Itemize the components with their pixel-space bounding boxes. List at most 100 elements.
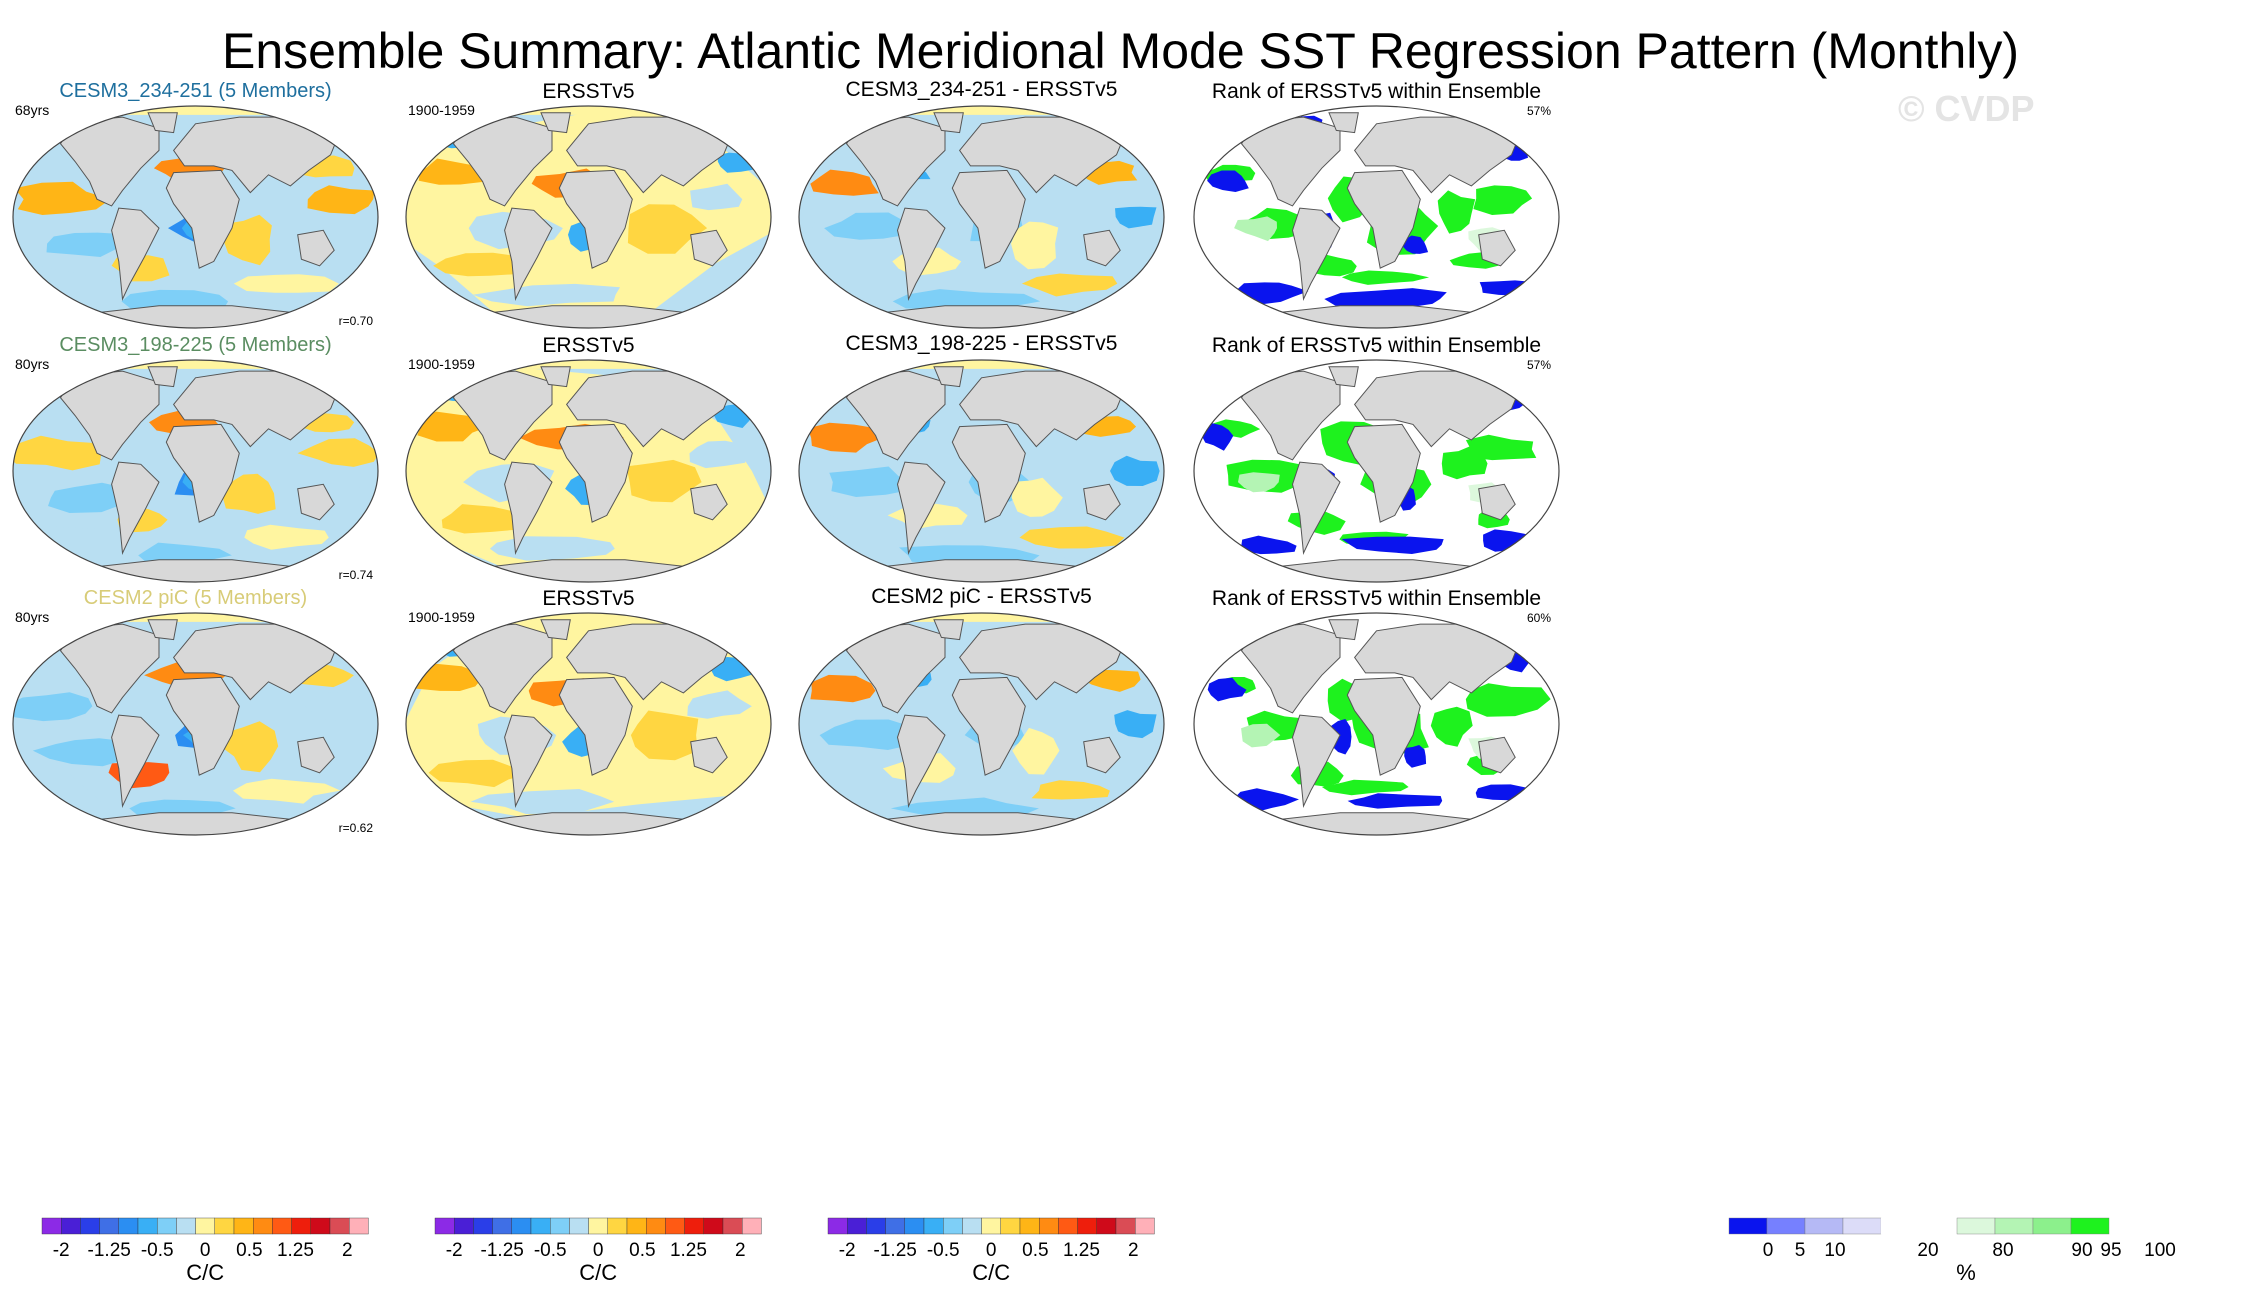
polar-band: [799, 106, 1164, 115]
map-obs-2: [405, 359, 772, 583]
land-mass: [1353, 116, 1524, 194]
land-mass: [1478, 736, 1516, 774]
rank-percent-label: 57%: [1526, 104, 1551, 118]
map-rank-2: [1193, 359, 1560, 583]
polar-band: [13, 360, 378, 369]
land-mass: [165, 676, 240, 776]
field-region: [1341, 536, 1444, 554]
colorbar-swatch: [272, 1217, 292, 1235]
colorbar-swatch: [1038, 1217, 1059, 1235]
colorbar-swatch: [607, 1217, 628, 1235]
land-mass: [172, 370, 343, 448]
land-mass: [1083, 229, 1121, 267]
field-region: [1241, 723, 1281, 748]
land-mass: [147, 366, 178, 388]
map-border: [1193, 105, 1560, 329]
land-mass: [147, 112, 178, 134]
map-obs-3: [405, 612, 772, 836]
field-region: [627, 204, 708, 254]
land-mass: [59, 623, 160, 714]
land-mass: [452, 370, 553, 461]
map-border: [12, 612, 379, 836]
land-mass: [896, 207, 946, 301]
colorbar-swatch: [665, 1217, 685, 1235]
rank-tick-label: 90: [2071, 1240, 2092, 1261]
colorbar-tick-label: -2: [53, 1240, 70, 1261]
colorbar-swatch: [454, 1217, 474, 1235]
land-mass: [172, 116, 343, 194]
field-region: [13, 435, 102, 471]
colorbar-swatch: [866, 1217, 886, 1235]
colorbar-swatch: [214, 1217, 235, 1235]
field-region: [810, 169, 879, 196]
years-label: 68yrs: [15, 102, 50, 118]
land-mass: [1291, 461, 1341, 555]
colorbar-tick-label: -2: [446, 1240, 463, 1261]
land-mass: [147, 619, 178, 641]
land-mass: [565, 623, 736, 701]
colorbar-swatch: [827, 1217, 848, 1235]
field-region: [630, 710, 699, 761]
colorbar-tick-label: -2: [839, 1240, 856, 1261]
colorbar-swatch: [176, 1217, 196, 1235]
field-region: [591, 513, 659, 537]
rank-tick-label: 20: [1917, 1240, 1938, 1261]
field-region: [1011, 221, 1059, 270]
land-mass: [452, 623, 553, 714]
colorbar-swatch: [847, 1217, 867, 1235]
field-region: [1402, 235, 1429, 254]
field-region: [441, 504, 531, 534]
field-region: [13, 692, 93, 722]
land-mass: [1353, 370, 1524, 448]
field-region: [46, 232, 128, 257]
field-region: [819, 719, 916, 750]
field-region: [470, 789, 615, 814]
map-border: [405, 359, 772, 583]
colorbar-tick-label: 2: [1128, 1240, 1139, 1261]
land-mass: [845, 116, 946, 207]
colorbar-swatch: [943, 1217, 963, 1235]
field-region: [586, 767, 664, 793]
colorbar-tick-label: -0.5: [534, 1240, 567, 1261]
land-mass: [558, 169, 633, 269]
field-region: [1021, 273, 1118, 297]
panel-title-diff: CESM3_198-225 - ERSSTv5: [845, 332, 1118, 355]
colorbar-swatch: [1134, 1217, 1155, 1235]
correlation-label: r=0.70: [338, 314, 373, 328]
rank-tick-label: 95: [2100, 1240, 2121, 1261]
field-region: [1437, 190, 1476, 234]
land-mass: [1291, 207, 1341, 301]
colorbar-swatch: [1766, 1217, 1806, 1235]
colorbar-swatch: [588, 1217, 608, 1235]
field-region: [233, 274, 339, 293]
land-mass: [111, 714, 160, 808]
regression-colorbar-3: -2 -1.25 -0.5 0 0.5 1.25 2: [827, 1217, 1155, 1261]
colorbar-tick-label: -0.5: [927, 1240, 960, 1261]
land-mass: [1240, 116, 1341, 207]
land-mass: [172, 623, 343, 701]
field-region: [1012, 727, 1060, 775]
land-mass: [540, 112, 571, 134]
colorbar-swatch: [137, 1217, 158, 1235]
colorbar-swatch: [1880, 1217, 1920, 1235]
regression-colorbar-1: -2 -1.25 -0.5 0 0.5 1.25 2: [41, 1217, 369, 1261]
field-region: [220, 721, 279, 773]
rank-percent-label: 60%: [1526, 611, 1551, 625]
land-mass: [1328, 366, 1359, 388]
land-mass: [558, 676, 633, 776]
land-mass: [111, 207, 160, 301]
field-region: [415, 663, 481, 691]
field-region: [1207, 677, 1247, 702]
polar-band: [799, 360, 1164, 369]
map-rank-1: [1193, 105, 1560, 329]
field-region: [1465, 683, 1551, 717]
land-mass: [958, 370, 1129, 448]
field-region: [1238, 472, 1280, 493]
colorbar-swatch: [626, 1217, 647, 1235]
colorbar-swatch: [1728, 1217, 1768, 1235]
field-region: [223, 214, 272, 266]
field-region: [1233, 788, 1299, 813]
colorbar-tick-label: 0.5: [629, 1240, 655, 1261]
figure-title: Ensemble Summary: Atlantic Meridional Mo…: [221, 23, 2020, 79]
land-mass: [1240, 370, 1341, 461]
